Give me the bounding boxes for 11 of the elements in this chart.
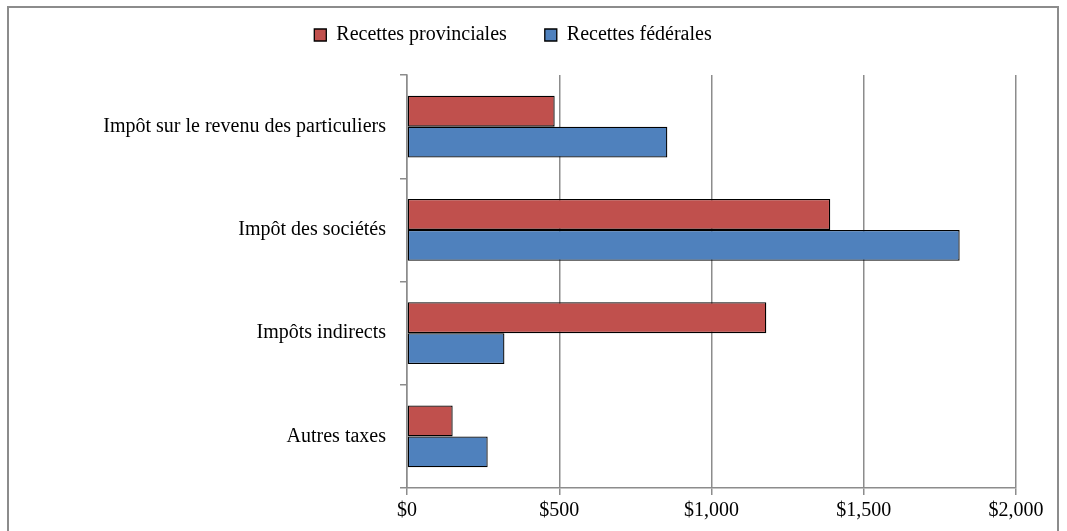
x-tick-label: $1,000: [684, 498, 739, 521]
legend-label: Recettes provinciales: [336, 22, 507, 46]
x-tick-label: $1,500: [836, 498, 892, 521]
y-tick-label: Impôt des sociétés: [238, 217, 387, 241]
y-tick-label: Impôts indirects: [256, 320, 387, 344]
x-tick-label: $2,000: [988, 498, 1044, 521]
legend-label: Recettes fédérales: [566, 22, 712, 45]
x-tick-label: $0: [397, 498, 417, 521]
y-tick-label: Impôt sur le revenu des particuliers: [103, 113, 387, 137]
y-tick-label: Autres taxes: [286, 423, 387, 446]
x-tick-label: $500: [539, 498, 580, 521]
